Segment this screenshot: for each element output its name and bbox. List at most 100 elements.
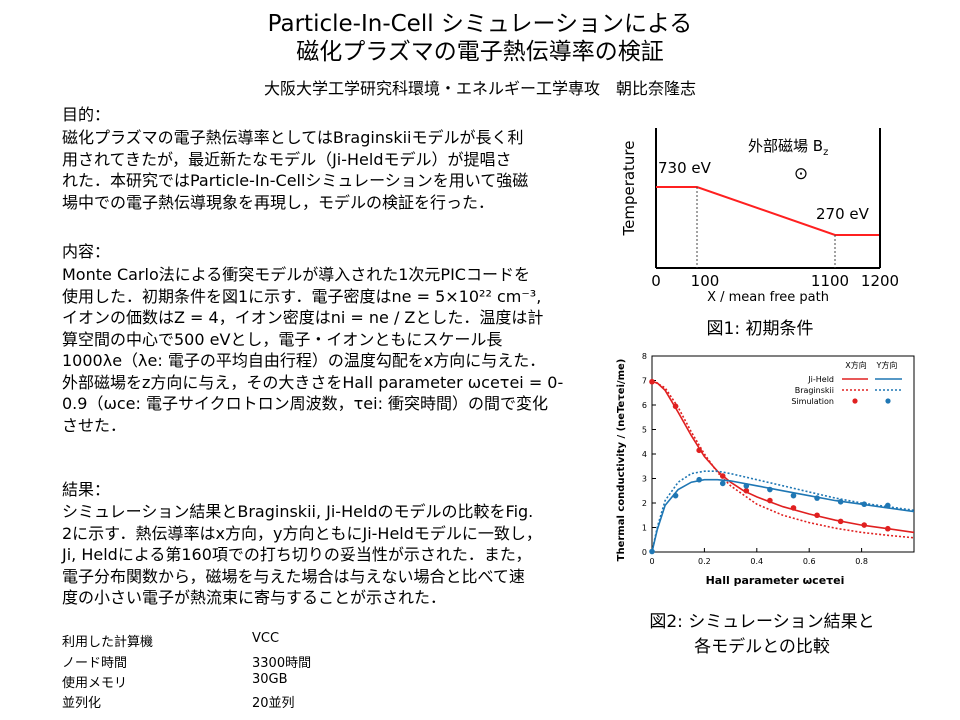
resource-value: 3300時間 <box>252 656 312 671</box>
result-line: シミュレーション結果とBraginskii, Ji-Heldのモデルの比較をFi… <box>62 502 534 521</box>
resource-value: 30GB <box>252 672 288 687</box>
content-line: イオンの価数はZ = 4，イオン密度はni = ne / Zとした．温度は計 <box>62 308 544 327</box>
data-point-simulation-x <box>696 447 702 454</box>
content-heading: 内容： <box>62 242 111 261</box>
content-line: 1000λe（λe: 電子の平均自由行程）の温度勾配をx方向に与えた． <box>62 351 546 370</box>
result-text: シミュレーション結果とBraginskii, Ji-Heldのモデルの比較をFi… <box>62 501 602 609</box>
fig1-tlow: 270 eV <box>816 205 870 223</box>
content-line: 使用した．初期条件を図1に示す．電子密度はne = 5×10²² cm⁻³, <box>62 286 542 306</box>
series-line-braginskii-x <box>651 379 915 539</box>
resource-value: 20並列 <box>252 696 295 711</box>
fig1-xtick: 1200 <box>861 272 899 290</box>
fig2-xlabel: Hall parameter ωceτei <box>706 574 845 587</box>
data-point-simulation-y <box>672 492 679 499</box>
fig2-caption: 図2: シミュレーション結果と 各モデルとの比較 <box>612 607 912 657</box>
title-line1: Particle-In-Cell シミュレーションによる <box>267 11 693 37</box>
purpose-line: 場中での電子熱伝導現象を再現し，モデルの検証を行った． <box>62 192 495 212</box>
legend-simulation-x <box>852 398 858 404</box>
legend-col-x: X方向 <box>845 360 866 370</box>
fig2-plot-area: 0 1 2 3 4 5 6 7 8 0 0.2 0.4 0.6 0.8 <box>642 352 915 566</box>
data-point-simulation-y <box>837 498 844 505</box>
y-tick-label: 7 <box>642 377 647 386</box>
y-tick-label: 8 <box>642 352 647 361</box>
resource-label: 使用メモリ <box>62 676 128 691</box>
purpose-heading: 目的： <box>62 105 111 124</box>
legend-col-y: Y方向 <box>876 360 898 370</box>
affiliation: 大阪大学工学研究科環境・エネルギー工学専攻 朝比奈隆志 <box>263 79 696 98</box>
data-point-simulation-x <box>814 512 820 519</box>
content-text: Monte Carlo法による衝突モデルが導入された1次元PICコードを 使用し… <box>62 264 602 436</box>
y-tick-label: 2 <box>642 499 647 508</box>
data-point-simulation-y <box>861 501 868 508</box>
result-line: 電子分布関数から，磁場を与えた場合は与えない場合と比べて速 <box>62 566 525 586</box>
legend-simulation-y <box>885 398 891 404</box>
fig1-xtick: 1100 <box>811 272 849 290</box>
x-tick-label: 0.4 <box>750 557 763 566</box>
data-point-simulation-x <box>743 487 750 494</box>
content-line: させた． <box>62 415 127 435</box>
data-point-simulation-x <box>672 403 679 410</box>
fig1-temperature-profile <box>656 186 879 236</box>
y-tick-label: 6 <box>642 401 647 410</box>
fig2-legend: X方向 Y方向 Ji-Held Braginskii Simulation <box>791 360 902 406</box>
series-line-ji-held-x <box>651 380 915 534</box>
legend-row-jiheld: Ji-Held <box>807 375 834 384</box>
y-tick-label: 3 <box>642 475 647 484</box>
fig1-xlabel: X / mean free path <box>707 290 829 305</box>
fig1-ylabel: Temperature <box>620 140 638 236</box>
fig2-caption-line1: 図2: シミュレーション結果と <box>649 612 875 632</box>
data-point-simulation-y <box>719 480 726 487</box>
content-line: Monte Carlo法による衝突モデルが導入された1次元PICコードを <box>62 265 530 284</box>
content-line: 外部磁場をz方向に与え，その大きさをHall parameter ωceτei … <box>62 372 564 392</box>
y-tick-label: 5 <box>642 426 647 435</box>
data-point-simulation-x <box>837 518 844 525</box>
legend-row-braginskii: Braginskii <box>795 386 834 395</box>
data-point-simulation-x <box>719 473 726 479</box>
field-out-of-plane-icon: ⊙ <box>794 164 808 184</box>
data-point-simulation-y <box>649 548 655 555</box>
data-point-simulation-x <box>885 525 891 532</box>
x-tick-label: 0.6 <box>803 557 816 566</box>
fig2-plot-frame <box>651 355 915 553</box>
purpose-text: 磁化プラズマの電子熱伝導率としてはBraginskiiモデルが長く利 用されてき… <box>62 127 602 213</box>
fig1-diagram: Temperature 730 eV 270 eV 外部磁場 Bz ⊙ 0 10… <box>620 128 899 305</box>
data-point-simulation-x <box>767 497 773 504</box>
content-line: 0.9（ωce: 電子サイクロトロン周波数，τei: 衝突時間）の間で変化 <box>62 394 549 413</box>
y-tick-label: 4 <box>642 450 647 459</box>
series-line-ji-held-y <box>651 478 915 553</box>
resource-value: VCC <box>252 631 280 646</box>
result-heading: 結果： <box>62 480 111 499</box>
series-line-braginskii-y <box>651 470 915 553</box>
x-tick-label: 0.2 <box>698 557 711 566</box>
purpose-line: 用されてきたが，最近新たなモデル（Ji-Heldモデル）が提唱さ <box>62 149 512 169</box>
y-tick-label: 1 <box>642 524 647 533</box>
data-point-simulation-y <box>790 492 797 499</box>
y-tick-label: 0 <box>642 548 647 557</box>
purpose-line: 磁化プラズマの電子熱伝導率としてはBraginskiiモデルが長く利 <box>62 128 524 147</box>
resource-label: 利用した計算機 <box>62 635 154 650</box>
fig2-chart: 0 1 2 3 4 5 6 7 8 0 0.2 0.4 0.6 0.8 Thermal conductiv… <box>616 352 915 587</box>
purpose-line: れた．本研究ではParticle-In-Cellシミュレーションを用いて強磁 <box>62 171 529 190</box>
x-tick-label: 0 <box>649 557 654 566</box>
title-line2: 磁化プラズマの電子熱伝導率の検証 <box>296 39 664 65</box>
fig1-caption: 図1: 初期条件 <box>706 319 814 339</box>
result-line: 度の小さい電子が熱流束に寄与することが示された． <box>62 588 447 607</box>
data-point-simulation-x <box>790 505 797 511</box>
data-point-simulation-y <box>696 476 702 483</box>
data-point-simulation-x <box>861 522 868 528</box>
legend-row-simulation: Simulation <box>791 397 834 406</box>
fig1-field-label: 外部磁場 Bz <box>748 137 828 158</box>
data-point-simulation-x <box>649 378 655 385</box>
fig1-xtick: 100 <box>691 272 720 290</box>
result-line: 2に示す．熱伝導率はx方向，y方向ともにJi-Heldモデルに一致し， <box>62 523 542 543</box>
resource-label: 並列化 <box>62 696 102 711</box>
data-point-simulation-y <box>767 486 773 493</box>
fig1-xtick: 0 <box>651 272 661 290</box>
fig2-caption-line2: 各モデルとの比較 <box>694 637 830 657</box>
data-point-simulation-y <box>814 495 820 501</box>
fig1-thigh: 730 eV <box>658 159 712 177</box>
fig2-ylabel: Thermal conductivity / (neTeτei/me) <box>616 359 627 562</box>
result-line: Ji, Heldによる第160項での打ち切りの妥当性が示された．また， <box>62 545 532 564</box>
x-tick-label: 0.8 <box>855 557 868 566</box>
data-point-simulation-y <box>743 483 750 489</box>
